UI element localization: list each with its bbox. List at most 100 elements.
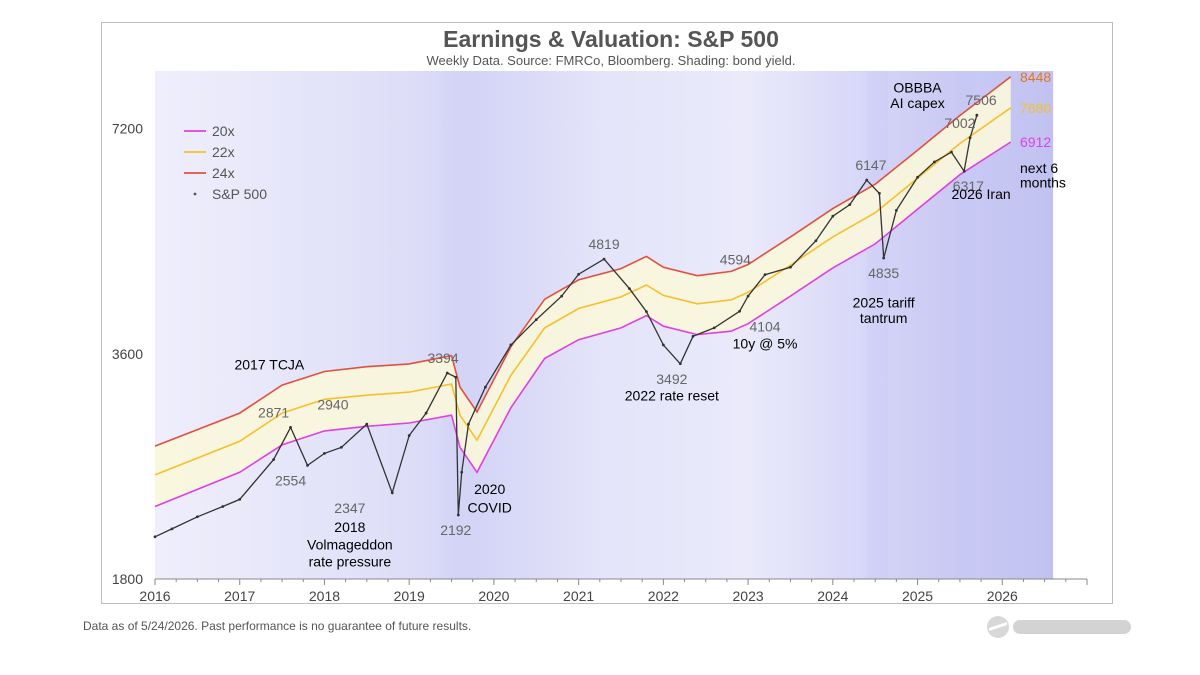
legend-entry: 24x (212, 165, 235, 181)
annotation: COVID (468, 499, 512, 515)
x-tick-label: 2020 (478, 588, 509, 603)
legend-entry: 20x (212, 123, 235, 139)
sp500-point (814, 239, 818, 243)
series-line-sp500 (154, 115, 978, 538)
data-label: 4594 (720, 252, 751, 268)
bond-yield-shading-band (955, 71, 977, 579)
sp500-point (789, 265, 792, 269)
sp500-point (238, 497, 242, 501)
sp500-point (882, 256, 886, 260)
chart-title: Earnings & Valuation: S&P 500 (443, 26, 779, 52)
axis-layer: 2016 2017 2018 2019 2020 2021 2022 2023 2024 2025… (112, 121, 1088, 603)
annotation: tantrum (860, 310, 907, 326)
sp500-point (289, 425, 292, 429)
legend-swatch (193, 192, 197, 196)
series-line-20x (154, 141, 1012, 508)
legend-entry: 22x (212, 144, 235, 160)
sp500-point (456, 513, 460, 517)
line-layer (153, 76, 1012, 539)
chart-svg: 2016 2017 2018 2019 2020 2021 2022 2023 2024 2025… (112, 26, 1088, 603)
data-label: 3492 (656, 371, 687, 387)
end-label: next 6 (1020, 160, 1058, 176)
sp500-point (272, 458, 276, 461)
end-label: 8448 (1020, 69, 1051, 85)
sp500-point (534, 318, 538, 322)
data-label: 3394 (427, 350, 458, 366)
sp500-point (467, 422, 470, 426)
data-label: 4835 (868, 265, 899, 281)
annotation: 2018 (334, 519, 365, 535)
legend-entry: S&P 500 (212, 186, 267, 202)
y-tick-label: 3600 (112, 346, 143, 362)
x-tick-label: 2026 (987, 588, 1018, 603)
label-layer: 2871 2554 2940 2347 3394 2192 4819 3492 4594 4104… (234, 69, 1065, 570)
annotation: AI capex (890, 95, 944, 111)
sp500-point (365, 422, 369, 426)
sp500-point (894, 208, 898, 212)
brand-logo (987, 616, 1131, 638)
data-label: 4819 (588, 236, 619, 252)
data-label: 7506 (966, 92, 997, 108)
sp500-point (306, 463, 309, 467)
annotation: 2025 tariff (853, 295, 915, 311)
sp500-point (738, 309, 742, 313)
x-tick-label: 2023 (733, 588, 764, 603)
annotation: 2020 (474, 481, 505, 497)
sp500-point (645, 310, 648, 314)
sp500-point (170, 527, 174, 531)
data-label: 2554 (275, 472, 306, 488)
series-line-22x (154, 107, 1012, 476)
sp500-point (460, 470, 464, 474)
x-tick-label: 2019 (394, 588, 425, 603)
x-tick-label: 2021 (563, 588, 594, 603)
sp500-point (390, 491, 394, 495)
x-tick-label: 2022 (648, 588, 679, 603)
legend: 20x 22x 24x S&P 500 (184, 123, 267, 202)
x-tick-label: 2024 (817, 588, 848, 603)
sp500-point (407, 434, 411, 437)
data-label: 2347 (334, 500, 365, 516)
data-label: 2940 (317, 397, 348, 413)
x-tick-label: 2018 (309, 588, 340, 603)
data-label: 2871 (258, 404, 289, 420)
sp500-point (484, 385, 487, 389)
annotation: 2017 TCJA (234, 357, 304, 373)
annotation: 2022 rate reset (625, 387, 719, 403)
x-tick-label: 2025 (902, 588, 933, 603)
sp500-point (916, 175, 919, 179)
annotation: 10y @ 5% (733, 335, 798, 351)
data-label: 2192 (440, 522, 471, 538)
sp500-point (878, 191, 881, 195)
footer-note: Data as of 5/24/2026. Past performance i… (83, 619, 472, 633)
data-label: 4104 (749, 318, 780, 334)
sp500-point (195, 515, 199, 519)
sp500-point (628, 287, 631, 291)
data-label: 7002 (944, 115, 975, 131)
y-tick-label: 7200 (112, 121, 143, 137)
annotation: 2026 Iran (952, 186, 1011, 202)
annotation: OBBBA (893, 79, 942, 95)
sp500-point (424, 411, 428, 415)
sp500-point (865, 178, 869, 182)
x-tick-label: 2016 (139, 588, 170, 603)
sp500-point (712, 326, 716, 330)
sp500-point (691, 334, 695, 338)
sp500-point (975, 113, 979, 117)
sp500-point (340, 445, 343, 449)
sp500-point (602, 257, 606, 261)
sp500-point (962, 169, 966, 173)
sp500-point (831, 214, 835, 218)
sp500-point (763, 273, 767, 277)
sp500-point (950, 150, 953, 154)
sp500-point (323, 451, 326, 455)
chart-subtitle: Weekly Data. Source: FMRCo, Bloomberg. S… (427, 53, 796, 68)
sp500-point (933, 160, 936, 164)
sp500-point (968, 136, 972, 140)
sp500-point (678, 362, 682, 366)
sp500-point (221, 505, 225, 508)
sp500-point (445, 371, 449, 375)
chart-frame: 2016 2017 2018 2019 2020 2021 2022 2023 2024 2025… (101, 22, 1113, 604)
annotation: rate pressure (309, 554, 392, 570)
band-layer (155, 76, 1011, 507)
sp500-point (661, 343, 665, 347)
